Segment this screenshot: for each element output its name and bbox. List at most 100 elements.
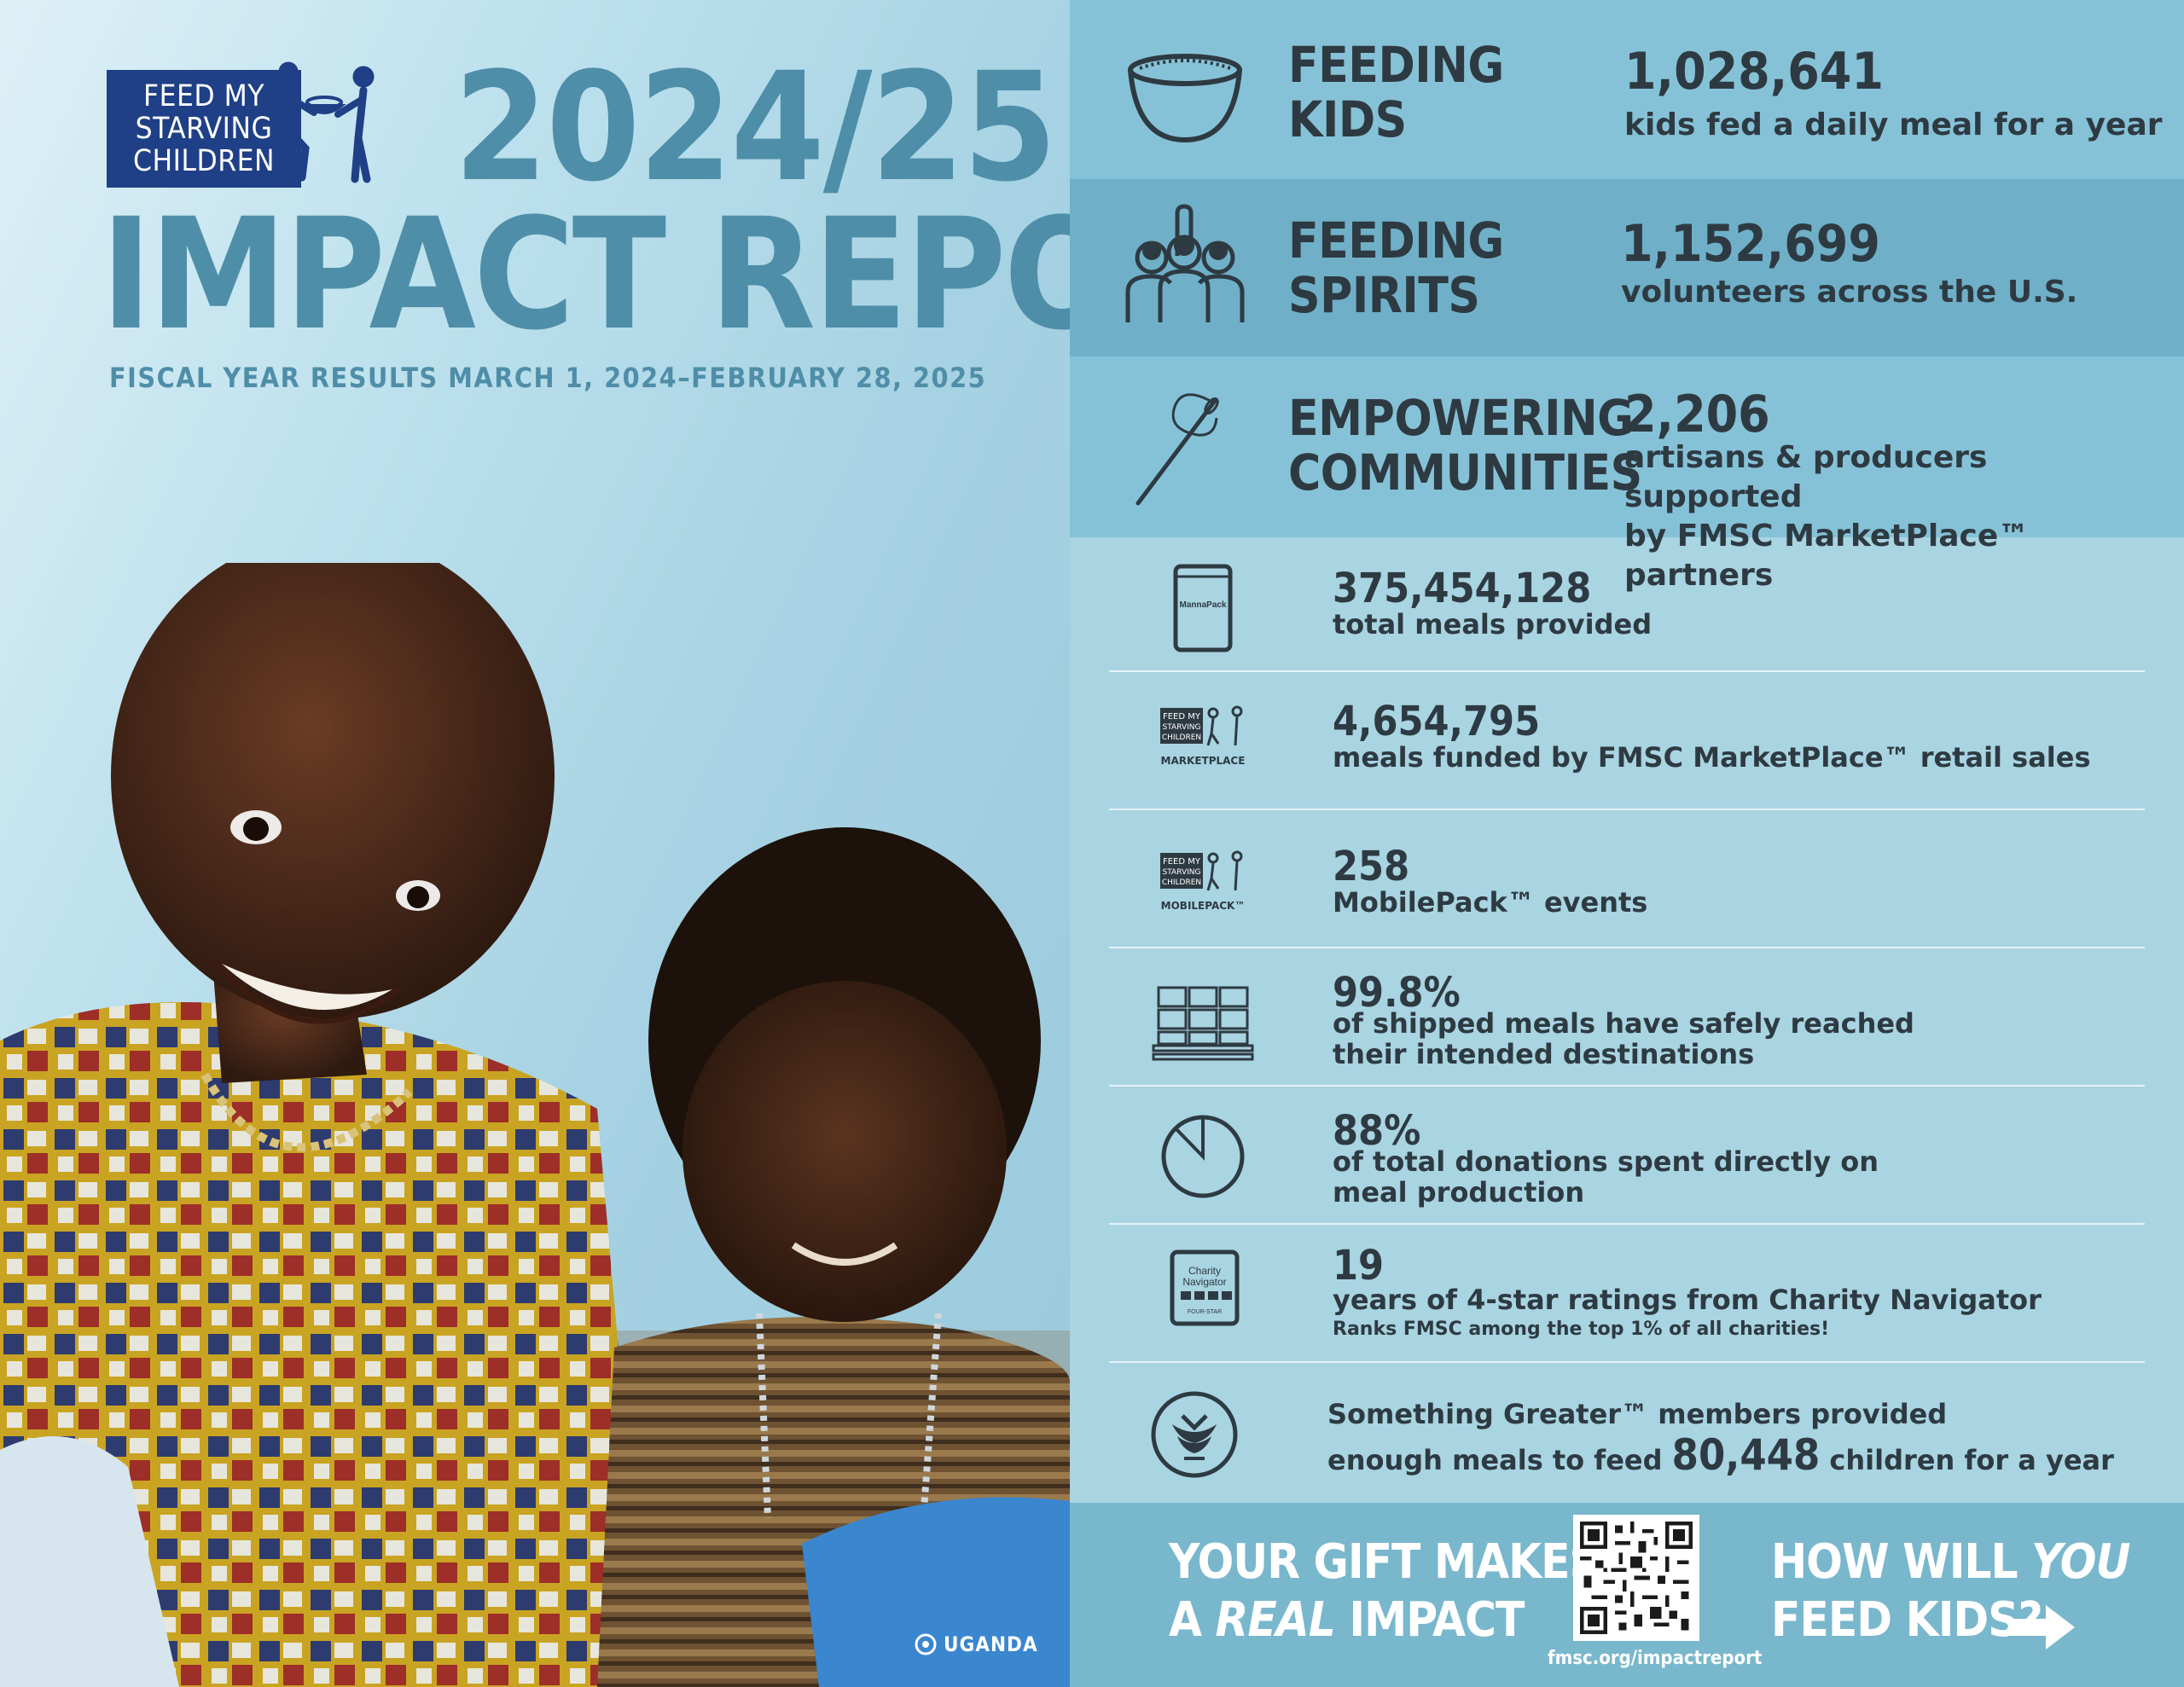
- location-label: UGANDA: [944, 1632, 1038, 1656]
- something-greater-icon: [1151, 1391, 1238, 1478]
- left-panel: FEED MY STARVING CHILDREN 2024/25 IMPACT…: [0, 0, 1070, 1687]
- mobilepack-events-number: 258: [1333, 843, 1410, 890]
- gift-impact-cta: YOUR GIFT MAKES A REAL IMPACT: [1169, 1533, 1600, 1649]
- something-greater-number: 80,448: [1671, 1430, 1821, 1480]
- feeding-kids-band: FEEDING KIDS 1,028,641 kids fed a daily …: [1070, 0, 2184, 179]
- mobilepack-logo-caption: MOBILEPACK™: [1161, 900, 1246, 912]
- marketplace-logo-line-2: STARVING: [1163, 723, 1201, 732]
- logo-line-3: CHILDREN: [132, 144, 276, 178]
- pie-slice-icon: [1161, 1115, 1245, 1198]
- gift-impact-line-1: YOUR GIFT MAKES: [1169, 1534, 1600, 1590]
- meals-delivered-desc-line-2: their intended destinations: [1333, 1038, 1755, 1070]
- meals-delivered-desc: of shipped meals have safely reached the…: [1333, 1008, 1914, 1070]
- stat-total-meals: MannaPack 375,454,128 total meals provid…: [1109, 537, 2145, 672]
- stat-marketplace-meals: FEED MY STARVING CHILDREN MARKETPLACE 4,…: [1109, 672, 2145, 810]
- mobilepack-logo-line-1: FEED MY: [1163, 857, 1201, 867]
- something-greater-line-2: enough meals to feed 80,448 children for…: [1327, 1434, 2114, 1481]
- feeding-spirits-desc: volunteers across the U.S.: [1621, 275, 2078, 310]
- empowering-communities-label: EMPOWERING COMMUNITIES: [1288, 391, 1642, 500]
- charity-navigator-desc: years of 4-star ratings from Charity Nav…: [1333, 1284, 2042, 1316]
- mobilepack-logo-line-2: STARVING: [1163, 868, 1201, 877]
- charity-badge-line-2: Navigator: [1182, 1276, 1226, 1288]
- mannapack-bag-text: MannaPack: [1179, 600, 1226, 610]
- report-title: IMPACT REPORT: [101, 186, 1070, 364]
- charity-navigator-number: 19: [1333, 1242, 1385, 1290]
- children-photo: [0, 563, 1070, 1687]
- feeding-spirits-band: FEEDING SPIRITS 1,152,699 volunteers acr…: [1070, 179, 2184, 357]
- volunteers-icon: [1125, 204, 1245, 322]
- meals-delivered-desc-line-1: of shipped meals have safely reached: [1333, 1007, 1914, 1040]
- feed-kids-line-1-pre: HOW WILL: [1771, 1534, 2018, 1590]
- bowl-icon: [1128, 54, 1242, 143]
- feeding-spirits-number: 1,152,699: [1621, 214, 1880, 274]
- pallet-boxes-icon: [1152, 986, 1254, 1061]
- right-panel: FEEDING KIDS 1,028,641 kids fed a daily …: [1070, 0, 2184, 1687]
- mobilepack-logo-icon: FEED MY STARVING CHILDREN MOBILEPACK™: [1160, 850, 1246, 912]
- qr-code[interactable]: [1573, 1515, 1699, 1641]
- logo-line-2: STARVING: [135, 112, 273, 146]
- total-meals-desc: total meals provided: [1333, 608, 1653, 641]
- gift-impact-line-2-em: REAL: [1215, 1592, 1336, 1648]
- marketplace-logo-caption: MARKETPLACE: [1161, 755, 1246, 767]
- donations-spent-desc: of total donations spent directly on mea…: [1333, 1146, 1879, 1208]
- call-to-action-footer: YOUR GIFT MAKES A REAL IMPACT: [1070, 1503, 2184, 1687]
- empowering-communities-desc-line-1: artisans & producers supported: [1624, 440, 1988, 514]
- report-year: 2024/25: [454, 40, 1057, 215]
- gift-impact-line-2: A REAL IMPACT: [1169, 1591, 1600, 1649]
- something-greater-line-2-post: children for a year: [1829, 1444, 2114, 1476]
- mobilepack-events-desc: MobilePack™ events: [1333, 886, 1648, 919]
- marketplace-logo-icon: FEED MY STARVING CHILDREN MARKETPLACE: [1160, 705, 1246, 767]
- feed-kids-line-1: HOW WILL YOU: [1771, 1533, 2130, 1591]
- empowering-communities-band: EMPOWERING COMMUNITIES 2,206 artisans & …: [1070, 357, 2184, 593]
- empowering-communities-number: 2,206: [1624, 385, 1770, 444]
- feeding-kids-label-line-2: KIDS: [1288, 90, 1407, 148]
- total-meals-number: 375,454,128: [1333, 565, 1592, 612]
- something-greater-line-2-pre: enough meals to feed: [1327, 1444, 1663, 1476]
- feeding-kids-label: FEEDING KIDS: [1288, 38, 1504, 147]
- needle-thread-icon: [1136, 393, 1219, 506]
- location-pin-icon: [915, 1633, 937, 1655]
- feeding-spirits-label-line-2: SPIRITS: [1288, 266, 1480, 324]
- charity-navigator-badge-icon: Charity Navigator FOUR-STAR: [1170, 1249, 1240, 1326]
- donations-spent-number: 88%: [1333, 1107, 1421, 1155]
- qr-code-icon: [1580, 1522, 1693, 1634]
- feeding-spirits-label: FEEDING SPIRITS: [1288, 213, 1504, 322]
- stat-something-greater: Something Greater™ members provided enou…: [1109, 1363, 2145, 1503]
- empowering-communities-desc-line-2: by FMSC MarketPlace™ partners: [1624, 519, 2030, 593]
- feed-kids-cta[interactable]: HOW WILL YOU FEED KIDS?: [1771, 1533, 2130, 1649]
- feeding-kids-desc: kids fed a daily meal for a year: [1624, 107, 2163, 142]
- mobilepack-logo-line-3: CHILDREN: [1162, 878, 1201, 887]
- empowering-communities-desc: artisans & producers supported by FMSC M…: [1624, 438, 2170, 595]
- feeding-kids-label-line-1: FEEDING: [1288, 36, 1504, 94]
- fiscal-year-subtitle: FISCAL YEAR RESULTS MARCH 1, 2024–FEBRUA…: [109, 362, 987, 394]
- stat-mobilepack-events: FEED MY STARVING CHILDREN MOBILEPACK™ 25…: [1109, 810, 2145, 948]
- charity-badge-line-1: Charity: [1188, 1265, 1221, 1277]
- meals-delivered-number: 99.8%: [1333, 969, 1461, 1017]
- fmsc-logo: FEED MY STARVING CHILDREN: [107, 70, 301, 188]
- marketplace-meals-number: 4,654,795: [1333, 698, 1541, 745]
- report-url-link[interactable]: fmsc.org/impactreport: [1548, 1648, 1763, 1669]
- marketplace-logo-line-3: CHILDREN: [1162, 733, 1201, 742]
- mannapack-bag-icon: MannaPack: [1173, 564, 1233, 652]
- stat-charity-navigator: Charity Navigator FOUR-STAR 19 years of …: [1109, 1225, 2145, 1363]
- charity-badge-caption: FOUR-STAR: [1188, 1309, 1222, 1315]
- photo-location: UGANDA: [915, 1632, 1038, 1656]
- stat-donations-spent: 88% of total donations spent directly on…: [1109, 1087, 2145, 1225]
- marketplace-logo-line-1: FEED MY: [1163, 712, 1201, 722]
- feed-kids-line-2: FEED KIDS?: [1771, 1592, 2043, 1648]
- stat-meals-delivered: 99.8% of shipped meals have safely reach…: [1109, 948, 2145, 1087]
- empowering-communities-label-line-2: COMMUNITIES: [1288, 443, 1642, 501]
- feed-kids-line-1-em: YOU: [2031, 1534, 2130, 1590]
- gift-impact-line-2-pre: A: [1169, 1592, 1202, 1648]
- marketplace-meals-desc: meals funded by FMSC MarketPlace™ retail…: [1333, 741, 2091, 774]
- feeding-kids-number: 1,028,641: [1624, 42, 1884, 101]
- feeding-spirits-label-line-1: FEEDING: [1288, 212, 1504, 270]
- right-arrow-icon[interactable]: [2005, 1602, 2078, 1653]
- logo-line-1: FEED MY: [142, 79, 265, 113]
- donations-spent-desc-line-2: meal production: [1333, 1176, 1585, 1209]
- charity-navigator-note: Ranks FMSC among the top 1% of all chari…: [1333, 1319, 1830, 1340]
- something-greater-line-1: Something Greater™ members provided: [1327, 1398, 1948, 1430]
- logo-figures-icon: [274, 61, 375, 183]
- empowering-communities-label-line-1: EMPOWERING: [1288, 389, 1634, 447]
- donations-spent-desc-line-1: of total donations spent directly on: [1333, 1145, 1879, 1178]
